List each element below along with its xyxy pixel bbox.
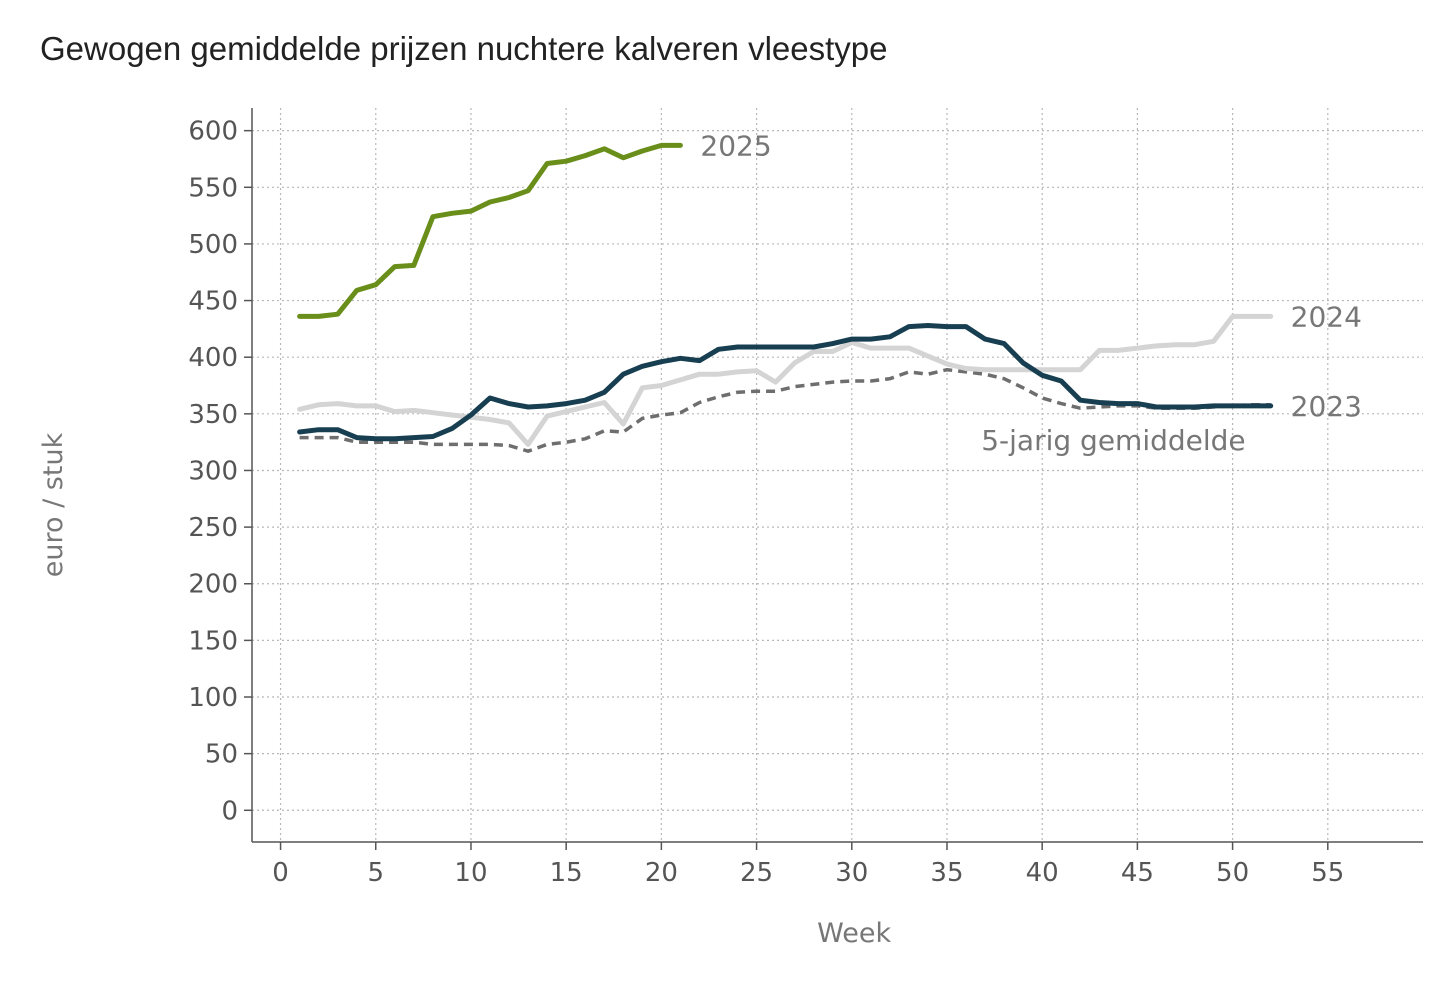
y-tick-label: 450 bbox=[188, 287, 238, 317]
x-tick-label: 20 bbox=[645, 858, 678, 888]
y-tick-label: 350 bbox=[188, 400, 238, 430]
grid bbox=[252, 108, 1423, 842]
series-label-2024: 2024 bbox=[1291, 300, 1362, 333]
y-tick-label: 200 bbox=[188, 570, 238, 600]
series-label-2025: 2025 bbox=[700, 129, 771, 162]
y-tick-label: 600 bbox=[188, 117, 238, 147]
x-tick-label: 45 bbox=[1121, 858, 1154, 888]
y-axis-title: euro / stuk bbox=[38, 432, 69, 577]
y-tick-label: 100 bbox=[188, 683, 238, 713]
y-tick-label: 550 bbox=[188, 173, 238, 203]
series-label-5-jarig-gemiddelde: 5-jarig gemiddelde bbox=[981, 424, 1245, 457]
x-tick-label: 50 bbox=[1216, 858, 1249, 888]
y-tick-label: 250 bbox=[188, 513, 238, 543]
series-line-2024 bbox=[297, 313, 1274, 447]
x-tick-label: 30 bbox=[835, 858, 868, 888]
x-axis-title: Week bbox=[817, 918, 891, 949]
x-tick-label: 55 bbox=[1311, 858, 1344, 888]
axes bbox=[251, 108, 1423, 843]
series-label-2023: 2023 bbox=[1291, 390, 1362, 423]
y-tick-label: 0 bbox=[221, 796, 238, 826]
series-line-2023 bbox=[297, 323, 1274, 442]
x-tick-label: 35 bbox=[930, 858, 963, 888]
x-tick-label: 25 bbox=[740, 858, 773, 888]
x-tick-label: 15 bbox=[550, 858, 583, 888]
y-tick-label: 400 bbox=[188, 343, 238, 373]
x-tick-label: 5 bbox=[367, 858, 384, 888]
x-tick-label: 40 bbox=[1026, 858, 1059, 888]
y-tick-label: 300 bbox=[188, 456, 238, 486]
series-labels: 5-jarig gemiddelde 2024 2023 2025 bbox=[700, 129, 1362, 456]
y-tick-label: 500 bbox=[188, 230, 238, 260]
series bbox=[297, 142, 1274, 453]
ticks: 0 5 10 15 20 25 30 35 40 45 50 55050100150200250300… bbox=[188, 117, 1344, 888]
x-tick-label: 10 bbox=[454, 858, 487, 888]
series-line-2025 bbox=[297, 142, 683, 319]
y-tick-label: 50 bbox=[205, 740, 238, 770]
x-tick-label: 0 bbox=[272, 858, 289, 888]
y-tick-label: 150 bbox=[188, 626, 238, 656]
chart-title: Gewogen gemiddelde prijzen nuchtere kalv… bbox=[40, 30, 888, 67]
series-line-5-jarig-gemiddelde bbox=[299, 367, 1271, 453]
